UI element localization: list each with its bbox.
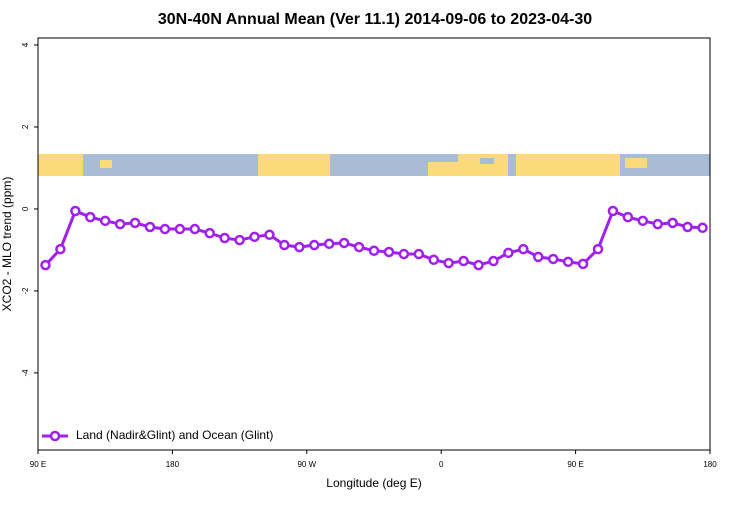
data-point [204, 227, 215, 239]
y-tick-label: -2 [21, 287, 30, 295]
data-point [338, 237, 350, 249]
data-point [99, 215, 111, 227]
data-point [129, 217, 141, 229]
data-point [309, 239, 320, 251]
data-point [144, 221, 156, 233]
data-point [637, 215, 649, 227]
data-point [667, 217, 678, 229]
data-point [622, 211, 634, 223]
series-line [44, 209, 703, 267]
data-point [488, 255, 499, 267]
x-tick-label: 90 E [567, 460, 583, 469]
legend-label: Land (Nadir&Glint) and Ocean (Glint) [76, 428, 273, 442]
data-point [503, 247, 514, 259]
data-point [279, 239, 290, 251]
data-point [294, 241, 305, 253]
x-tick-label: 180 [166, 460, 180, 469]
data-point [533, 251, 544, 263]
data-point [189, 223, 201, 235]
data-point [562, 256, 574, 268]
data-point [353, 241, 365, 253]
data-point [85, 211, 96, 223]
x-tick-label: 90 W [297, 460, 316, 469]
data-point [174, 223, 186, 235]
chart-title: 30N-40N Annual Mean (Ver 11.1) 2014-09-0… [158, 11, 592, 28]
data-point [219, 232, 230, 244]
data-point [577, 258, 589, 270]
data-point [264, 229, 275, 241]
data-point [518, 243, 529, 255]
data-point [607, 205, 619, 217]
plot-frame [37, 37, 711, 451]
data-point [413, 248, 425, 260]
x-axis-label: Longitude (deg E) [326, 476, 421, 490]
data-point [114, 218, 126, 230]
data-point [547, 253, 559, 265]
data-point [697, 222, 708, 234]
data-point [592, 243, 604, 255]
data-point [40, 259, 51, 271]
data-point [428, 254, 439, 266]
legend-marker [49, 430, 61, 442]
data-point [398, 248, 410, 260]
data-point [443, 257, 454, 269]
y-axis-label: XCO2 - MLO trend (ppm) [0, 177, 14, 312]
data-point [652, 218, 663, 230]
y-tick-label: 0 [21, 206, 30, 211]
data-point [682, 221, 693, 233]
data-point [70, 205, 81, 217]
data-point [473, 259, 484, 271]
data-point [55, 243, 66, 255]
x-tick-label: 0 [439, 460, 444, 469]
y-tick-label: -4 [21, 369, 30, 377]
x-tick-label: 180 [703, 460, 717, 469]
data-point [383, 246, 395, 258]
data-point [159, 223, 171, 235]
y-tick-label: 2 [21, 124, 30, 129]
data-point [368, 245, 380, 257]
y-tick-label: 4 [21, 42, 30, 47]
map-strip [38, 154, 710, 176]
data-point [249, 231, 260, 243]
data-point [323, 238, 335, 250]
data-point [234, 234, 245, 246]
x-tick-label: 90 E [30, 460, 46, 469]
data-point [458, 255, 469, 267]
